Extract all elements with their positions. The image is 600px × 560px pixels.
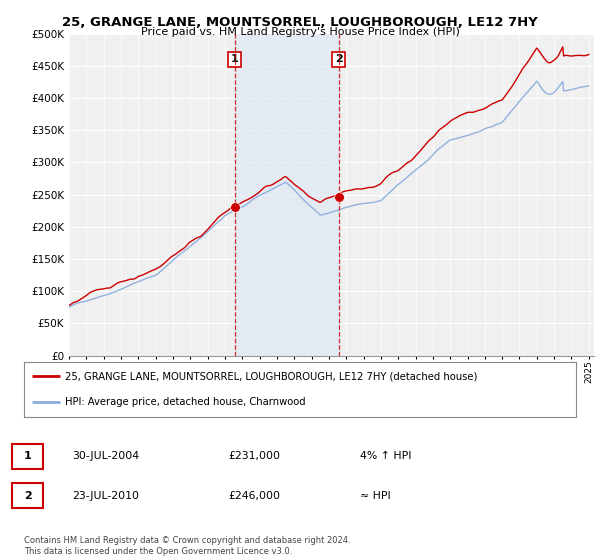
Text: 23-JUL-2010: 23-JUL-2010	[72, 491, 139, 501]
Text: 4% ↑ HPI: 4% ↑ HPI	[360, 451, 412, 461]
Text: HPI: Average price, detached house, Charnwood: HPI: Average price, detached house, Char…	[65, 397, 306, 407]
Text: 1: 1	[231, 54, 239, 64]
Text: 2: 2	[335, 54, 343, 64]
Bar	[235, 34, 338, 356]
Text: 1: 1	[24, 451, 31, 461]
Text: Price paid vs. HM Land Registry's House Price Index (HPI): Price paid vs. HM Land Registry's House …	[140, 27, 460, 37]
Text: Contains HM Land Registry data © Crown copyright and database right 2024.
This d: Contains HM Land Registry data © Crown c…	[24, 536, 350, 556]
Text: 30-JUL-2004: 30-JUL-2004	[72, 451, 139, 461]
Text: 25, GRANGE LANE, MOUNTSORREL, LOUGHBOROUGH, LE12 7HY (detached house): 25, GRANGE LANE, MOUNTSORREL, LOUGHBOROU…	[65, 371, 478, 381]
Text: 25, GRANGE LANE, MOUNTSORREL, LOUGHBOROUGH, LE12 7HY: 25, GRANGE LANE, MOUNTSORREL, LOUGHBOROU…	[62, 16, 538, 29]
Text: £231,000: £231,000	[228, 451, 280, 461]
Text: £246,000: £246,000	[228, 491, 280, 501]
Text: 2: 2	[24, 491, 31, 501]
Text: ≈ HPI: ≈ HPI	[360, 491, 391, 501]
